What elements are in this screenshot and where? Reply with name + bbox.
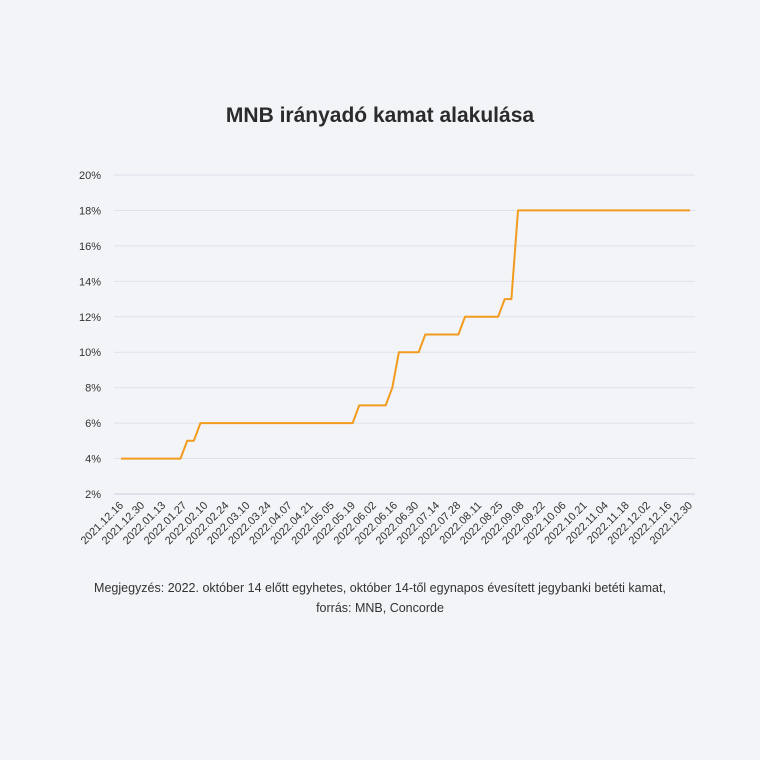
y-tick-label: 6%	[85, 418, 101, 430]
chart-title: MNB irányadó kamat alakulása	[225, 104, 535, 127]
grid-lines	[114, 174, 695, 495]
y-tick-label: 16%	[79, 241, 101, 253]
y-tick-label: 10%	[79, 347, 101, 359]
x-axis-ticks: 2021.12.162021.12.302022.01.132022.01.27…	[79, 500, 695, 547]
y-tick-label: 4%	[85, 454, 101, 466]
y-axis-ticks: 2% 4% 6% 8% 10% 12% 14% 16% 18% 20%	[79, 170, 101, 501]
y-tick-label: 18%	[79, 205, 101, 217]
y-tick-label: 2%	[85, 489, 101, 501]
y-tick-label: 20%	[79, 170, 101, 182]
note-line-1: Megjegyzés: 2022. október 14 előtt egyhe…	[94, 581, 666, 595]
chart-note: Megjegyzés: 2022. október 14 előtt egyhe…	[40, 578, 720, 618]
y-tick-label: 14%	[79, 276, 101, 288]
y-tick-label: 12%	[79, 312, 101, 324]
y-tick-label: 8%	[85, 383, 101, 395]
series-layer	[121, 209, 690, 460]
note-line-2: forrás: MNB, Concorde	[316, 601, 444, 615]
rate-series-line	[121, 209, 690, 460]
